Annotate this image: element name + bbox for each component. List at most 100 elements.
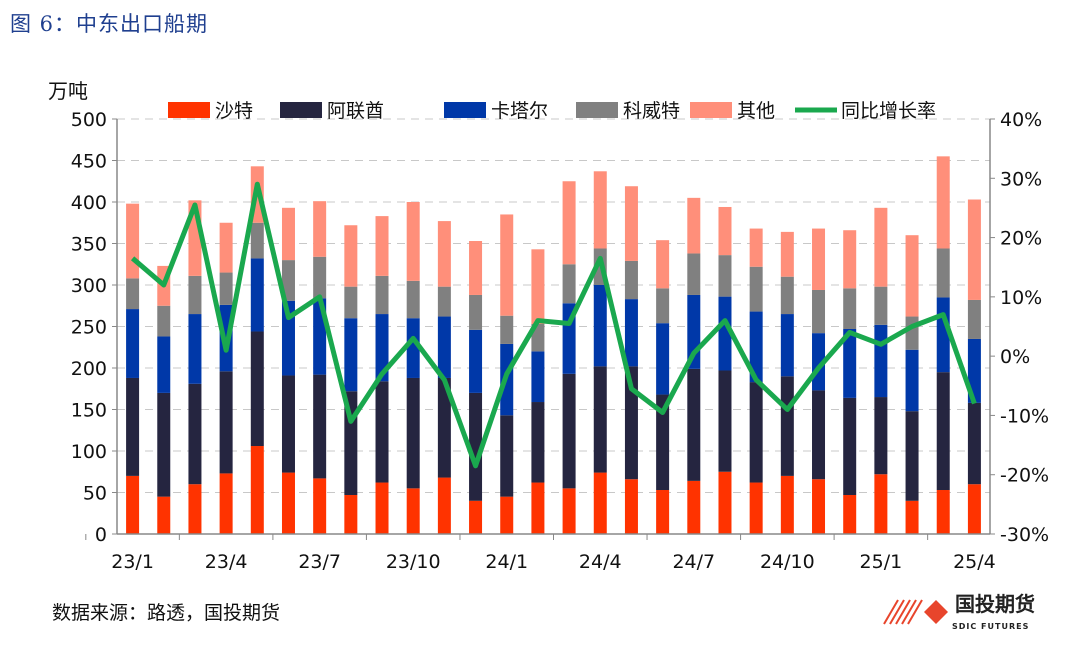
bar-阿联酋-24/12: [843, 397, 857, 495]
bar-其他-23/10: [406, 202, 420, 281]
bar-阿联酋-24/5: [624, 366, 638, 480]
bar-沙特-25/4: [967, 484, 981, 534]
bar-其他-23/6: [281, 207, 295, 261]
source-note: 数据来源：路透，国投期货: [52, 602, 281, 624]
y2-tick-label: 30%: [1000, 168, 1042, 190]
legend-label: 阿联酋: [327, 100, 384, 122]
y-tick-label: 400: [71, 192, 107, 214]
bar-阿联酋-23/3: [188, 383, 202, 485]
bar-沙特-23/8: [344, 494, 358, 534]
bar-卡塔尔-23/2: [157, 336, 171, 393]
bar-科威特-23/1: [126, 278, 140, 310]
y-tick-label: 0: [95, 524, 107, 546]
y-tick-label: 100: [71, 441, 107, 463]
bar-阿联酋-25/3: [936, 372, 950, 491]
y2-tick-label: 0%: [1000, 346, 1030, 368]
bar-沙特-24/4: [593, 472, 607, 534]
bar-沙特-23/1: [126, 475, 140, 534]
x-tick-label: 24/4: [579, 551, 622, 573]
x-tick-label: 23/10: [386, 551, 441, 573]
logo-mark-icon: [883, 599, 948, 625]
logo-subtext: SDIC FUTURES: [952, 622, 1030, 631]
bar-科威特-23/3: [188, 275, 202, 315]
bar-科威特-23/10: [406, 280, 420, 319]
bar-沙特-23/6: [281, 472, 295, 534]
bar-卡塔尔-24/12: [843, 328, 857, 398]
y-axis-title: 万吨: [48, 79, 88, 103]
legend-swatch: [168, 102, 210, 118]
bar-卡塔尔-23/3: [188, 314, 202, 384]
legend-label: 沙特: [215, 100, 253, 122]
y2-tick-label: -10%: [1000, 405, 1049, 427]
bar-阿联酋-24/4: [593, 366, 607, 473]
bar-科威特-23/7: [313, 256, 327, 299]
bar-科威特-23/9: [375, 275, 389, 315]
bar-科威特-24/8: [718, 255, 732, 297]
bar-沙特-24/11: [812, 479, 826, 534]
bar-阿联酋-23/7: [313, 374, 327, 479]
y2-tick-label: -30%: [1000, 524, 1049, 546]
bar-科威特-24/6: [656, 288, 670, 324]
legend-label: 其他: [737, 100, 775, 122]
bar-沙特-23/4: [219, 473, 233, 534]
bar-阿联酋-23/10: [406, 377, 420, 489]
bar-阿联酋-24/8: [718, 370, 732, 472]
bar-沙特-23/12: [469, 500, 483, 534]
bar-沙特-23/10: [406, 488, 420, 534]
bar-其他-23/7: [313, 201, 327, 257]
bar-科威特-25/4: [967, 299, 981, 339]
bar-沙特-23/7: [313, 478, 327, 534]
bar-卡塔尔-24/4: [593, 285, 607, 367]
bar-沙特-24/12: [843, 494, 857, 534]
bar-科威特-23/8: [344, 286, 358, 319]
bar-其他-23/4: [219, 222, 233, 273]
bar-沙特-25/2: [905, 500, 919, 534]
bar-沙特-23/5: [250, 446, 264, 534]
legend-swatch: [280, 102, 322, 118]
bar-科威特-24/11: [812, 289, 826, 334]
bar-沙特-24/3: [562, 488, 576, 534]
bar-其他-25/4: [967, 199, 981, 300]
line-同比增长率: [130, 181, 977, 469]
y-tick-label: 250: [71, 317, 107, 339]
y2-tick-label: -20%: [1000, 465, 1049, 487]
bar-卡塔尔-24/5: [624, 299, 638, 367]
y-tick-label: 450: [71, 151, 107, 173]
bar-其他-24/6: [656, 240, 670, 289]
legend-label: 同比增长率: [841, 100, 936, 122]
bar-沙特-23/9: [375, 482, 389, 534]
bar-沙特-24/7: [687, 480, 701, 534]
bar-科威特-23/12: [469, 294, 483, 330]
legend-swatch: [444, 102, 486, 118]
bar-阿联酋-24/1: [500, 415, 514, 497]
bar-其他-24/9: [749, 228, 763, 267]
bar-科威特-25/2: [905, 316, 919, 350]
x-tick-label: 23/7: [298, 551, 341, 573]
x-tick-label: 23/1: [111, 551, 154, 573]
bar-其他-24/7: [687, 197, 701, 254]
y2-tick-label: 10%: [1000, 287, 1042, 309]
y-tick-label: 300: [71, 275, 107, 297]
bar-科威特-23/5: [250, 222, 264, 259]
bar-沙特-23/2: [157, 496, 171, 534]
bar-阿联酋-24/9: [749, 382, 763, 483]
bar-科威特-25/3: [936, 248, 950, 298]
x-tick-label: 25/1: [860, 551, 903, 573]
bar-沙特-23/3: [188, 484, 202, 534]
legend-swatch: [576, 102, 618, 118]
y-tick-label: 50: [83, 483, 107, 505]
bar-阿联酋-23/11: [437, 377, 451, 478]
bar-卡塔尔-23/5: [250, 258, 264, 332]
bar-科威特-25/1: [874, 286, 888, 325]
bar-科威特-23/4: [219, 272, 233, 305]
bar-阿联酋-23/4: [219, 371, 233, 474]
bar-卡塔尔-23/10: [406, 318, 420, 378]
bar-科威特-24/7: [687, 253, 701, 295]
bar-阿联酋-25/1: [874, 397, 888, 475]
bar-科威特-24/3: [562, 264, 576, 304]
y-tick-label: 200: [71, 358, 107, 380]
bar-其他-24/12: [843, 230, 857, 289]
bar-阿联酋-24/11: [812, 390, 826, 480]
bar-其他-23/9: [375, 216, 389, 276]
bar-卡塔尔-23/11: [437, 316, 451, 378]
